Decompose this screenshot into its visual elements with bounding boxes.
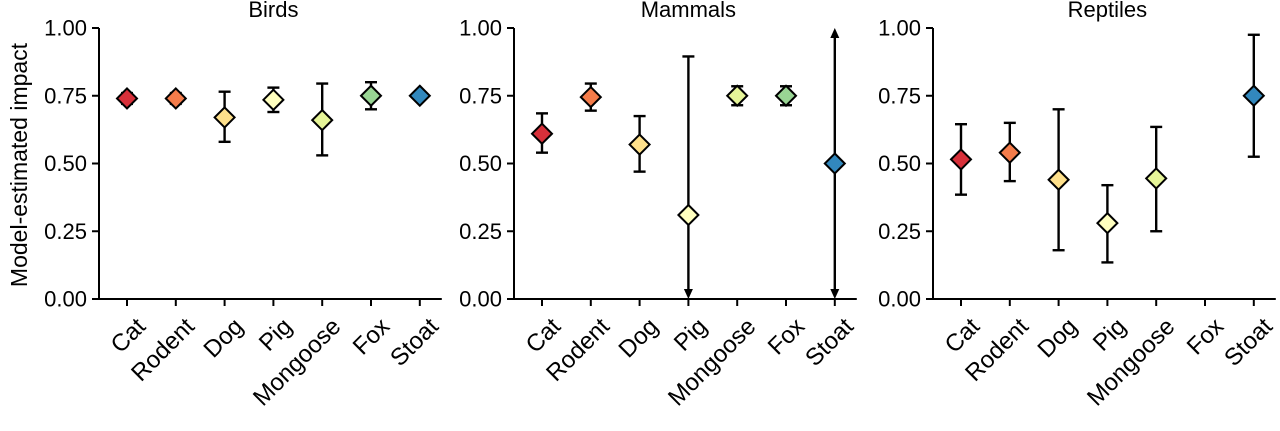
y-tick-label: 0.00 — [459, 287, 502, 312]
data-point — [1047, 108, 1071, 252]
y-tick-label: 1.00 — [44, 16, 87, 41]
point-marker — [359, 84, 383, 108]
y-tick-label: 0.25 — [878, 219, 921, 244]
panel-reptiles: Reptiles0.000.250.500.751.00CatRodentDog… — [878, 0, 1278, 411]
point-marker — [725, 84, 749, 108]
y-tick-label: 0.00 — [44, 287, 87, 312]
y-tick-label: 0.50 — [459, 151, 502, 176]
y-axis-label: Model-estimated impact — [6, 42, 32, 287]
data-point — [949, 123, 973, 196]
panel-title: Reptiles — [1068, 0, 1147, 22]
data-point — [1242, 33, 1266, 158]
y-tick-label: 0.50 — [44, 151, 87, 176]
point-marker — [1095, 211, 1119, 235]
data-point — [823, 28, 847, 299]
point-marker — [164, 87, 188, 110]
data-point — [628, 114, 652, 173]
point-marker — [998, 141, 1022, 165]
x-tick-label: Dog — [1032, 313, 1082, 363]
y-tick-label: 0.75 — [878, 83, 921, 108]
point-marker — [1242, 84, 1266, 108]
data-point — [725, 84, 749, 108]
y-tick-label: 0.75 — [44, 83, 87, 108]
y-tick-label: 1.00 — [459, 16, 502, 41]
arrow-down — [830, 289, 840, 299]
point-marker — [310, 108, 334, 132]
point-marker — [213, 106, 237, 129]
x-tick-label: Dog — [198, 313, 248, 363]
point-marker — [774, 84, 798, 108]
y-tick-label: 0.75 — [459, 83, 502, 108]
x-tick-label: Stoat — [800, 313, 859, 372]
data-point — [408, 84, 432, 108]
data-point — [213, 90, 237, 144]
arrow-up — [830, 28, 840, 38]
y-tick-label: 0.25 — [44, 219, 87, 244]
data-point — [579, 82, 603, 112]
point-marker — [1144, 166, 1168, 190]
data-point — [310, 82, 334, 157]
point-marker — [1047, 168, 1071, 192]
panel-title: Mammals — [641, 0, 736, 22]
y-tick-label: 0.00 — [878, 287, 921, 312]
point-marker — [261, 88, 285, 112]
point-marker — [408, 84, 432, 108]
point-marker — [579, 85, 603, 109]
arrow-down — [683, 289, 693, 299]
point-marker — [949, 148, 973, 171]
data-point — [359, 80, 383, 111]
x-tick-label: Stoat — [385, 313, 444, 372]
point-marker — [115, 87, 139, 110]
x-tick-label: Dog — [613, 313, 663, 363]
y-tick-label: 0.25 — [459, 219, 502, 244]
data-point — [261, 86, 285, 114]
y-tick-label: 1.00 — [878, 16, 921, 41]
y-tick-label: 0.50 — [878, 151, 921, 176]
data-point — [998, 121, 1022, 183]
point-marker — [530, 122, 554, 146]
data-point — [164, 87, 188, 110]
point-marker — [676, 203, 700, 227]
data-point — [774, 84, 798, 108]
panel-title: Birds — [248, 0, 298, 22]
data-point — [676, 55, 700, 299]
data-point — [115, 87, 139, 110]
x-tick-label: Stoat — [1219, 313, 1278, 372]
point-marker — [628, 133, 652, 156]
data-point — [530, 112, 554, 154]
point-marker — [823, 152, 847, 175]
data-point — [1144, 125, 1168, 233]
data-point — [1095, 183, 1119, 264]
